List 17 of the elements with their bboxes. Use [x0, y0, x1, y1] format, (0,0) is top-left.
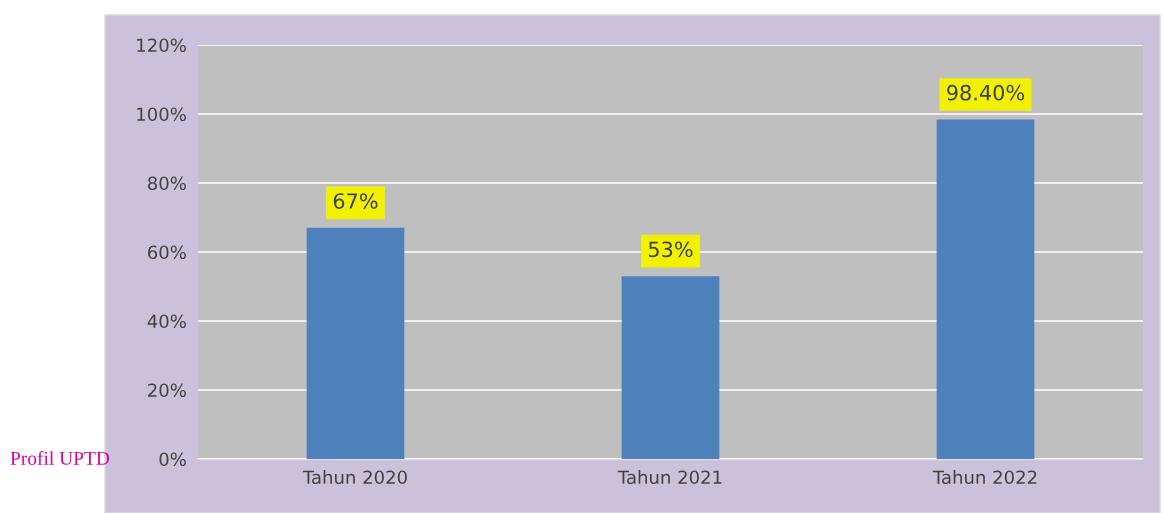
- y-tick-label: 60%: [148, 245, 186, 260]
- x-tick-label: Tahun 2022: [932, 470, 1037, 485]
- text: Profil UPTD: [10, 450, 110, 465]
- y-tick-label: 20%: [148, 383, 186, 398]
- data-label: 98.40%: [947, 84, 1025, 101]
- y-tick-label: 80%: [147, 176, 186, 191]
- x-tick-label: Tahun 2020: [302, 470, 407, 485]
- y-tick-label: 120%: [137, 38, 186, 53]
- y-tick-label: 100%: [137, 107, 186, 122]
- bar: [621, 276, 720, 459]
- bar: [936, 119, 1035, 459]
- y-tick-label: 0%: [159, 452, 186, 467]
- data-label: 53%: [648, 241, 693, 258]
- y-tick-label: 40%: [147, 314, 186, 329]
- x-tick-label: Tahun 2021: [617, 470, 722, 485]
- bar: [306, 227, 405, 459]
- data-label: 67%: [333, 193, 378, 209]
